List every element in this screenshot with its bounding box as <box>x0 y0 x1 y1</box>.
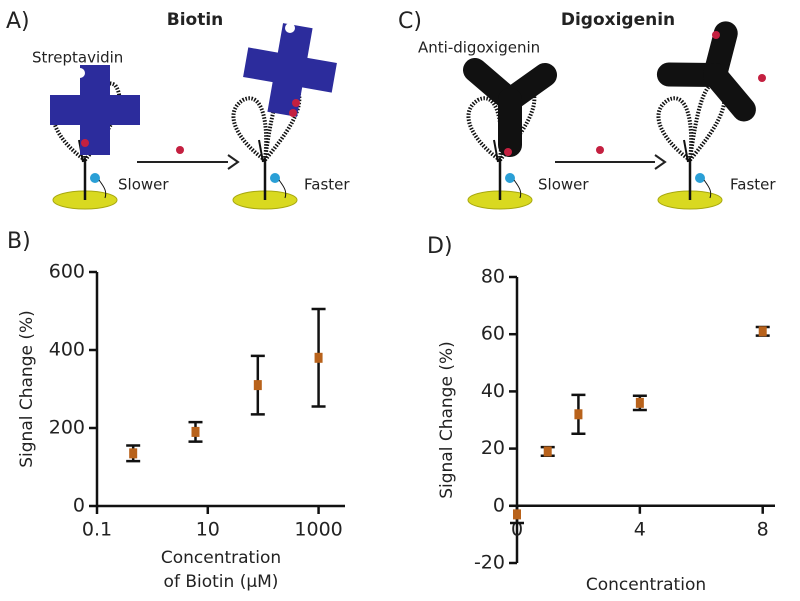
panel-title: Digoxigenin <box>561 10 675 30</box>
marker <box>543 446 552 457</box>
schematic-digoxigenin: C) Digoxigenin Anti-digoxigenin Slower F… <box>398 9 776 211</box>
y-tick-label: 400 <box>49 339 85 361</box>
y-tick-label: 0 <box>493 494 505 516</box>
x-tick-label: 10 <box>196 519 220 541</box>
y-tick-label: 40 <box>481 380 505 402</box>
slower-label: Slower <box>538 176 589 194</box>
x-tick-label: 0.1 <box>82 519 112 541</box>
faster-label: Faster <box>730 176 776 194</box>
y-axis-label: Signal Change (%) <box>17 310 37 468</box>
marker <box>253 380 262 391</box>
panel-label: D) <box>427 234 453 259</box>
y-tick-label: -20 <box>474 552 505 574</box>
panel-label: B) <box>7 229 31 254</box>
x-axis-label: of Digoxigenin (µM) <box>563 599 730 601</box>
x-tick-label: 8 <box>757 518 769 540</box>
panel-label: C) <box>398 9 422 34</box>
marker <box>191 426 200 437</box>
slower-label: Slower <box>118 176 169 194</box>
y-tick-label: 60 <box>481 323 505 345</box>
marker <box>513 509 521 520</box>
x-tick-label: 4 <box>634 518 646 540</box>
protein-label: Streptavidin <box>32 49 123 67</box>
y-axis-label: Signal Change (%) <box>437 341 457 499</box>
x-axis-label: Concentration <box>586 575 706 595</box>
marker <box>314 352 323 363</box>
faster-label: Faster <box>304 176 350 194</box>
y-tick-label: 600 <box>49 261 85 283</box>
y-tick-label: 20 <box>481 437 505 459</box>
chart: D)-20020406080048Concentrationof Digoxig… <box>427 234 775 601</box>
schematic-biotin: A) Biotin Streptavidin Slower Faster <box>6 9 350 211</box>
panel-title: Biotin <box>167 10 224 30</box>
marker <box>635 397 644 408</box>
marker <box>758 326 767 337</box>
protein-label: Anti-digoxigenin <box>418 39 540 57</box>
y-tick-label: 0 <box>73 495 85 517</box>
x-axis-label: Concentration <box>161 548 281 568</box>
chart: B) 0 200 400 600 0.1 10 1000 Concentration of Bio… <box>7 229 345 592</box>
x-tick-label: 1000 <box>294 519 342 541</box>
y-tick-label: 200 <box>49 417 85 439</box>
panel-label: A) <box>6 9 30 34</box>
x-axis-label: of Biotin (µM) <box>164 572 279 592</box>
marker <box>574 409 583 420</box>
y-tick-label: 80 <box>481 266 505 288</box>
marker <box>129 448 138 459</box>
